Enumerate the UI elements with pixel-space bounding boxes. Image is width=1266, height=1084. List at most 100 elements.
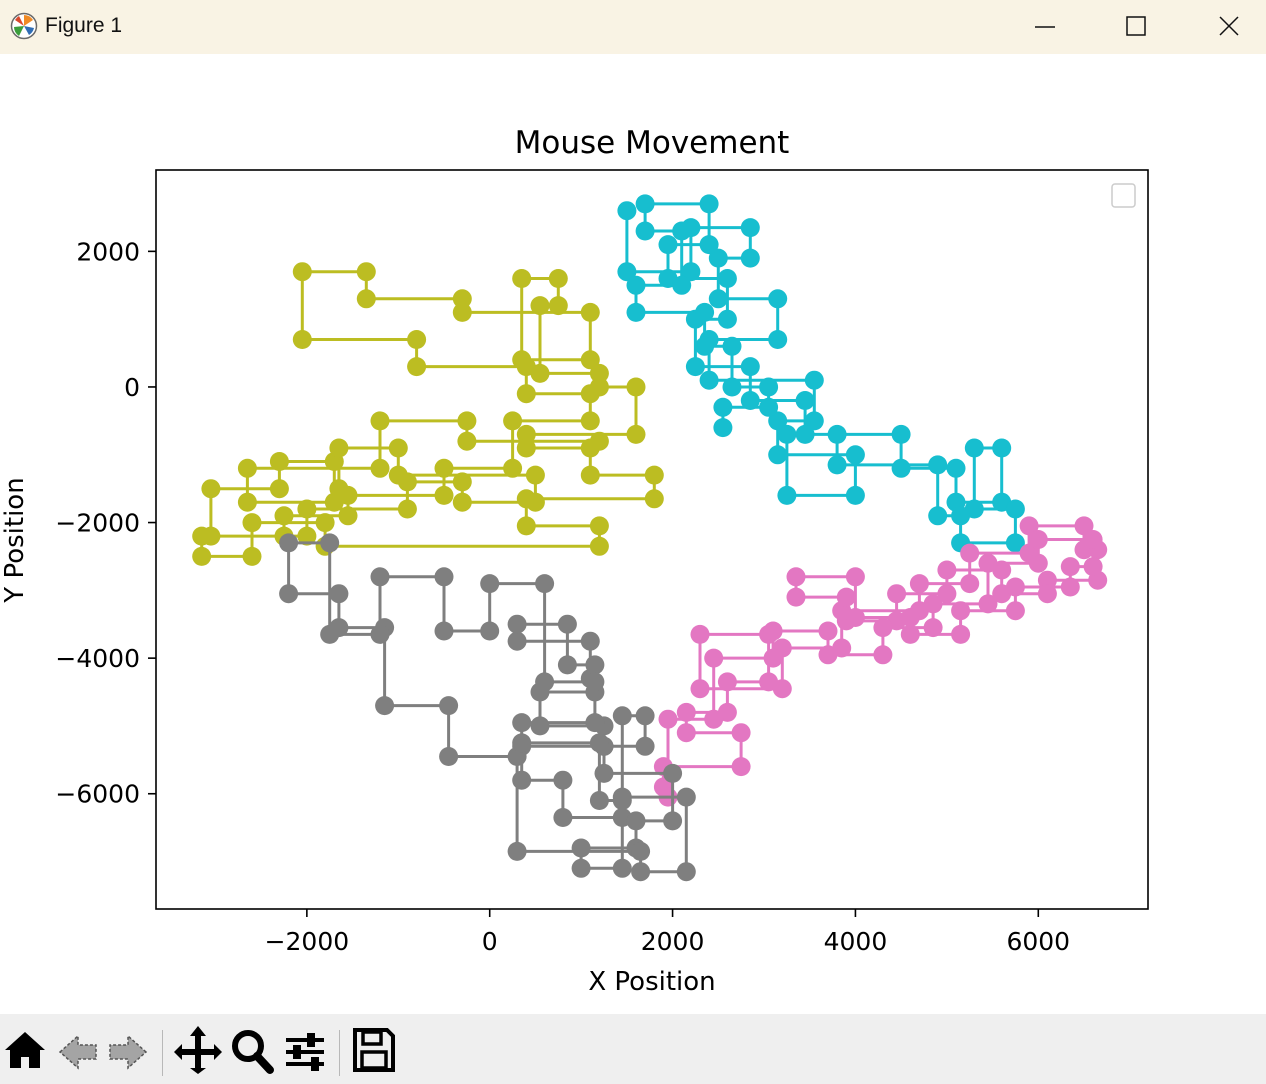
data-point xyxy=(594,763,614,783)
data-point xyxy=(978,594,998,614)
x-tick-label: 4000 xyxy=(824,927,888,956)
data-point xyxy=(516,516,536,536)
data-point xyxy=(708,248,728,268)
data-point xyxy=(704,648,724,668)
data-point xyxy=(548,269,568,288)
save-button[interactable] xyxy=(349,1024,399,1074)
data-point xyxy=(525,465,545,485)
data-point xyxy=(951,506,971,526)
data-point xyxy=(786,587,806,607)
data-point xyxy=(356,262,376,282)
data-point xyxy=(676,787,696,807)
data-point xyxy=(512,269,532,288)
x-axis-label: X Position xyxy=(588,967,715,997)
data-point xyxy=(530,716,550,736)
data-point xyxy=(827,455,847,475)
data-point xyxy=(1005,601,1025,621)
data-point xyxy=(644,465,664,485)
zoom-icon xyxy=(232,1030,274,1074)
maximize-button[interactable] xyxy=(1090,0,1182,54)
minimize-button[interactable] xyxy=(999,0,1091,54)
data-point xyxy=(891,458,911,478)
data-point xyxy=(580,411,600,431)
data-point xyxy=(731,723,751,743)
zoom-button[interactable] xyxy=(227,1024,277,1074)
data-point xyxy=(964,438,984,458)
toolbar-separator xyxy=(162,1030,163,1076)
data-point xyxy=(699,235,719,255)
data-point xyxy=(525,492,545,512)
data-point xyxy=(512,350,532,370)
data-point xyxy=(589,791,609,810)
data-point xyxy=(370,458,390,478)
data-point xyxy=(663,763,683,783)
chart-title: Mouse Movement xyxy=(515,125,790,161)
data-point xyxy=(887,584,907,604)
y-axis-label: Y Position xyxy=(0,477,30,603)
data-point xyxy=(580,631,600,651)
data-point xyxy=(795,424,815,444)
data-point xyxy=(658,709,678,729)
configure-subplots-button[interactable] xyxy=(281,1024,331,1074)
data-point xyxy=(690,624,710,644)
data-point xyxy=(676,702,696,722)
series-1 xyxy=(192,262,664,566)
tick-layer: −2000 0 2000 4000 6000 2000 0 −2000 −4000 −6000 xyxy=(55,237,1070,956)
data-point xyxy=(370,567,390,587)
pan-button[interactable] xyxy=(173,1024,223,1074)
y-tick-label: 0 xyxy=(124,373,140,402)
configure-subplots-icon xyxy=(286,1033,324,1071)
data-point xyxy=(516,384,536,404)
data-point xyxy=(626,275,646,295)
data-point xyxy=(690,679,710,699)
data-point xyxy=(356,289,376,309)
save-icon xyxy=(353,1028,395,1072)
forward-button[interactable] xyxy=(102,1024,152,1074)
data-point xyxy=(612,791,632,810)
data-point xyxy=(891,424,911,444)
data-point xyxy=(722,377,742,397)
data-point xyxy=(585,713,605,733)
data-point xyxy=(452,289,472,309)
data-point xyxy=(695,302,715,322)
data-point xyxy=(192,546,212,566)
data-point xyxy=(731,757,751,777)
data-point xyxy=(1005,577,1025,597)
data-point xyxy=(635,194,655,214)
data-point xyxy=(452,492,472,512)
data-point xyxy=(1074,516,1094,536)
data-point xyxy=(237,458,257,478)
data-point xyxy=(530,296,550,316)
data-point xyxy=(951,601,971,621)
data-point xyxy=(672,221,692,241)
series-line xyxy=(625,202,1017,545)
data-point xyxy=(740,357,760,377)
data-point xyxy=(1005,533,1025,553)
data-point xyxy=(873,645,893,665)
forward-icon xyxy=(109,1034,148,1070)
data-point xyxy=(320,624,340,644)
data-point xyxy=(571,838,591,858)
data-point xyxy=(274,506,294,526)
data-point xyxy=(804,370,824,390)
data-point xyxy=(434,485,454,505)
data-point xyxy=(457,411,477,431)
chart-svg: −2000 0 2000 4000 6000 2000 0 −2000 −4000 −6000 M… xyxy=(0,125,1149,997)
home-button[interactable] xyxy=(0,1024,50,1074)
toolbar-separator xyxy=(339,1030,340,1076)
data-point xyxy=(388,465,408,485)
data-point xyxy=(580,302,600,322)
data-point xyxy=(585,672,605,692)
data-point xyxy=(635,706,655,726)
close-button[interactable] xyxy=(1183,0,1266,54)
data-point xyxy=(580,438,600,458)
data-point xyxy=(626,377,646,397)
data-point xyxy=(507,614,527,634)
data-point xyxy=(507,841,527,861)
data-point xyxy=(397,499,417,519)
data-point xyxy=(480,621,500,641)
data-point xyxy=(338,506,358,526)
y-tick-label: −4000 xyxy=(55,644,140,673)
data-point xyxy=(1028,553,1048,573)
back-button[interactable] xyxy=(54,1024,104,1074)
